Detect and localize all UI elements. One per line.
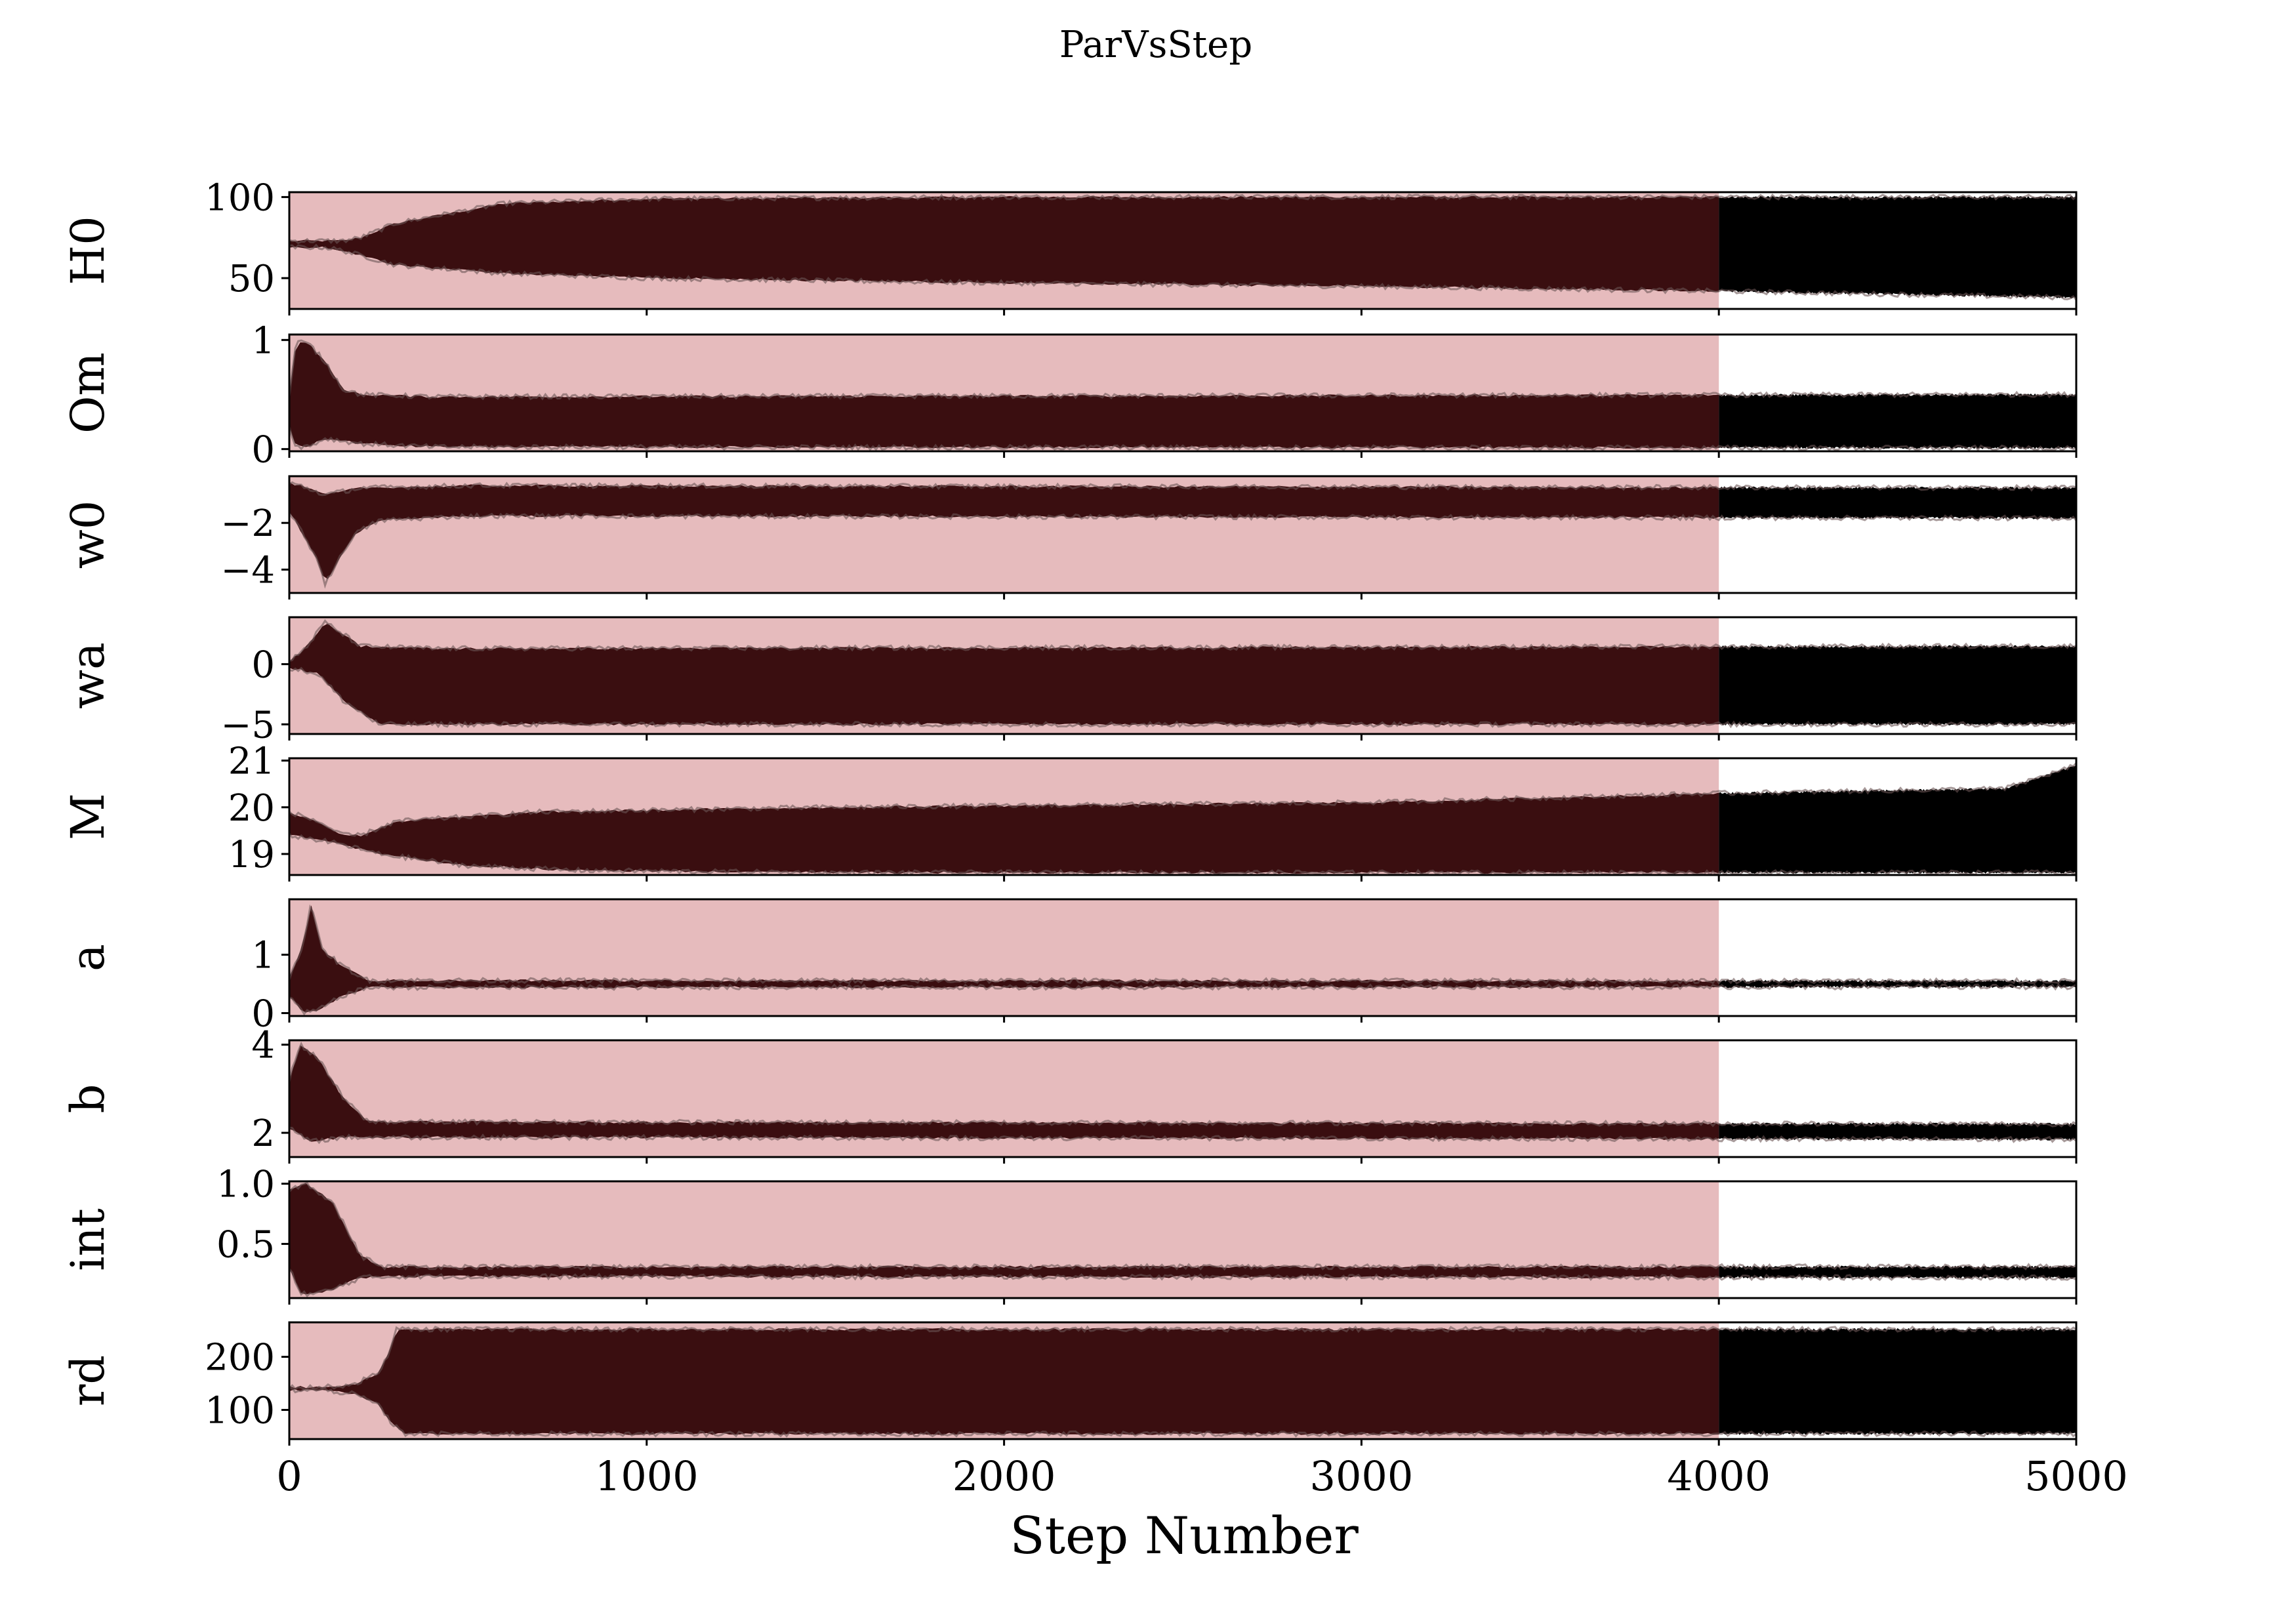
panel-frame bbox=[288, 757, 2078, 876]
panel-frame bbox=[288, 333, 2078, 453]
burn-in-region bbox=[289, 1181, 1719, 1298]
y-tick-label: −2 bbox=[220, 502, 275, 545]
chain-trace-lower bbox=[289, 1126, 2076, 1145]
chain-trace-lower bbox=[289, 983, 2076, 1016]
chain-trace-upper bbox=[289, 1041, 2076, 1128]
panel-frame bbox=[288, 1039, 2078, 1158]
y-tick-label: 21 bbox=[228, 741, 275, 783]
y-tick-label: 0 bbox=[251, 429, 275, 472]
panel-int: 0.5 1.0 int bbox=[61, 1164, 2078, 1305]
y-tick-label: 1 bbox=[251, 935, 275, 977]
y-tick-label: 200 bbox=[205, 1337, 275, 1379]
panel-frame bbox=[288, 616, 2078, 735]
post-burn-trace-band bbox=[1719, 764, 2076, 874]
y-tick-label: 1 bbox=[251, 319, 275, 362]
panel-frame bbox=[288, 1321, 2078, 1440]
y-tick-label: −5 bbox=[220, 704, 275, 746]
panel-w0: −4−2 w0 bbox=[61, 475, 2078, 600]
burn-in-trace-band bbox=[289, 623, 1719, 726]
chain-trace-upper bbox=[289, 481, 2076, 497]
post-burn-trace-band bbox=[1719, 1328, 2076, 1435]
y-axis-label-a: a bbox=[61, 944, 115, 971]
y-axis-label-rd: rd bbox=[61, 1355, 115, 1406]
y-tick-label: 20 bbox=[228, 787, 275, 830]
post-burn-trace-band bbox=[1719, 393, 2076, 449]
panel-a: 0 1 a bbox=[61, 898, 2078, 1036]
post-burn-trace-band bbox=[1719, 486, 2076, 519]
burn-in-trace-band bbox=[289, 1183, 1719, 1295]
y-tick-label: 1.0 bbox=[216, 1164, 275, 1206]
y-axis-label-M: M bbox=[61, 793, 115, 840]
panel-H0: 50 100 H0 bbox=[61, 176, 2078, 315]
panel-b: 2 4 b bbox=[61, 1025, 2078, 1164]
y-tick-label: 0.5 bbox=[216, 1223, 275, 1266]
y-tick-label: 19 bbox=[228, 834, 275, 876]
x-tick-label: 2000 bbox=[953, 1452, 1056, 1500]
x-tick-label: 1000 bbox=[595, 1452, 699, 1500]
chain-trace-lower bbox=[289, 426, 2076, 451]
x-tick-label: 3000 bbox=[1310, 1452, 1414, 1500]
chain-trace-lower bbox=[289, 1387, 2076, 1438]
y-axis-label-int: int bbox=[61, 1208, 115, 1271]
panel-frame bbox=[288, 1180, 2078, 1299]
chain-trace-upper bbox=[289, 193, 2076, 245]
x-tick-label: 5000 bbox=[2024, 1452, 2128, 1500]
y-axis-label-H0: H0 bbox=[61, 216, 115, 285]
x-tick-label: 0 bbox=[276, 1452, 302, 1500]
post-burn-trace-band bbox=[1719, 1122, 2076, 1141]
y-tick-label: 4 bbox=[251, 1025, 275, 1067]
x-axis-label: Step Number bbox=[1010, 1507, 1359, 1566]
y-tick-label: 0 bbox=[251, 644, 275, 687]
chain-trace-upper bbox=[289, 339, 2076, 401]
chain-trace-lower bbox=[289, 1268, 2076, 1297]
burn-in-trace-band bbox=[289, 195, 1719, 292]
y-tick-label: 50 bbox=[228, 258, 275, 300]
chain-trace-upper bbox=[289, 904, 2076, 985]
post-burn-trace-band bbox=[1719, 979, 2076, 988]
burn-in-region bbox=[289, 899, 1719, 1016]
chain-trace-upper bbox=[289, 762, 2076, 837]
y-axis-label-wa: wa bbox=[61, 642, 115, 709]
post-burn-trace-band bbox=[1719, 195, 2076, 298]
y-tick-label: 2 bbox=[251, 1112, 275, 1155]
burn-in-trace-band bbox=[289, 481, 1719, 579]
figure-title: ParVsStep bbox=[1059, 24, 1252, 66]
chain-trace-lower bbox=[289, 243, 2076, 301]
chain-trace-lower bbox=[289, 666, 2076, 729]
y-tick-label: 100 bbox=[205, 176, 275, 219]
chain-trace-lower bbox=[289, 512, 2076, 589]
chain-trace-upper bbox=[289, 1325, 2076, 1391]
panel-frame bbox=[288, 898, 2078, 1017]
chain-trace-upper bbox=[289, 1181, 2076, 1271]
x-tick-label: 4000 bbox=[1667, 1452, 1771, 1500]
y-tick-label: 0 bbox=[251, 993, 275, 1036]
panel-frame bbox=[288, 191, 2078, 310]
y-tick-label: 100 bbox=[205, 1390, 275, 1433]
panel-frame bbox=[288, 475, 2078, 594]
y-axis-label-b: b bbox=[61, 1084, 115, 1114]
post-burn-trace-band bbox=[1719, 645, 2076, 726]
panel-rd: 100 200 rd bbox=[61, 1321, 2078, 1446]
panel-Om: 0 1 Om bbox=[61, 319, 2078, 472]
y-axis-label-Om: Om bbox=[61, 352, 115, 434]
burn-in-trace-band bbox=[289, 1328, 1719, 1435]
chain-trace-upper bbox=[289, 619, 2076, 662]
y-tick-label: −4 bbox=[220, 549, 275, 592]
panel-wa: −5 0 wa bbox=[61, 616, 2078, 746]
y-axis-label-w0: w0 bbox=[61, 500, 115, 569]
